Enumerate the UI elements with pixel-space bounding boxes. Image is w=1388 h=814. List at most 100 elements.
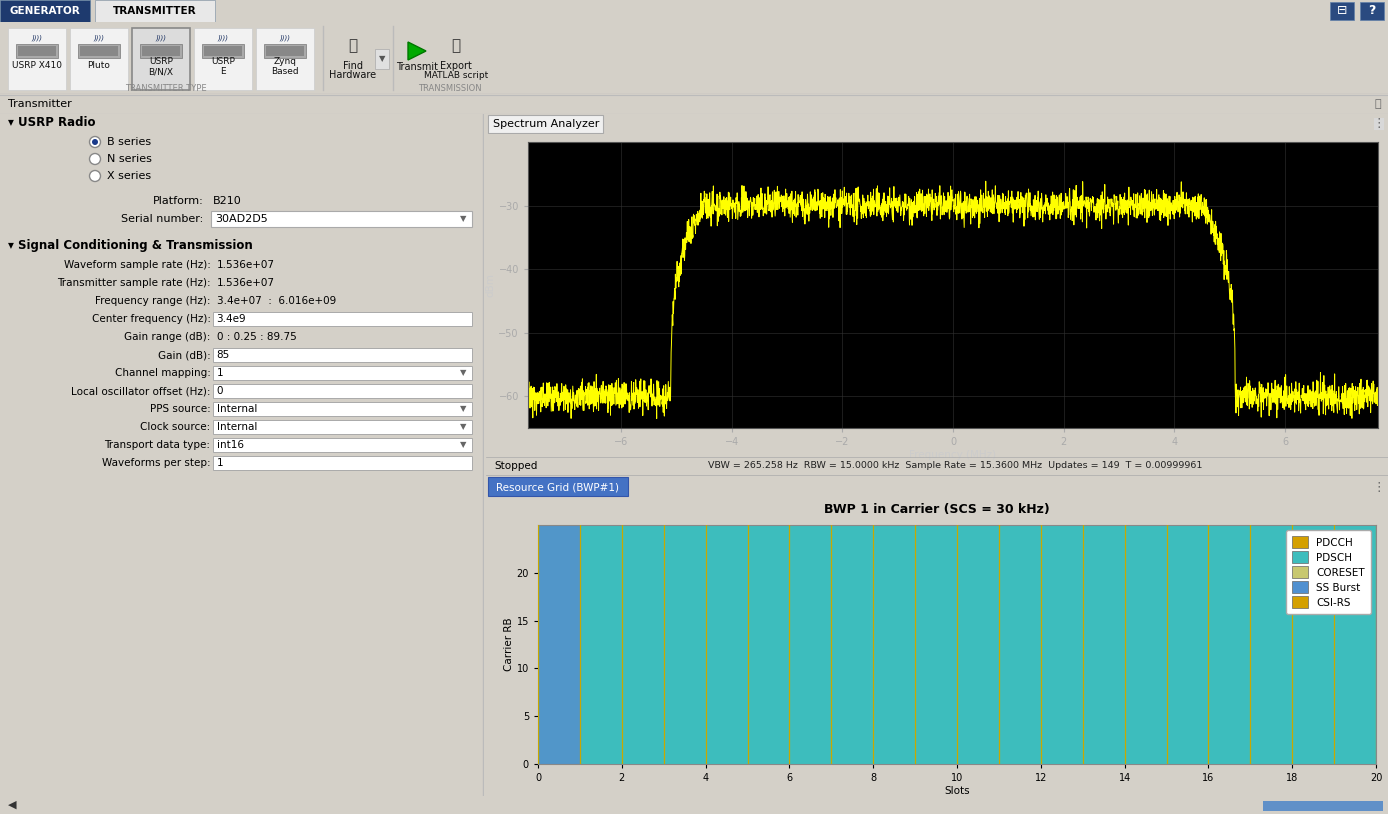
Text: ▼: ▼ — [459, 422, 466, 431]
Bar — [212, 456, 472, 470]
Text: Export: Export — [440, 61, 472, 71]
Bar — [81, 46, 118, 56]
Text: B210: B210 — [212, 196, 242, 206]
Text: ⋮: ⋮ — [1373, 117, 1385, 130]
Bar — [489, 115, 602, 133]
Y-axis label: Carrier RB: Carrier RB — [504, 618, 514, 672]
Text: Waveform sample rate (Hz):: Waveform sample rate (Hz): — [64, 260, 211, 270]
Text: Center frequency (Hz):: Center frequency (Hz): — [92, 314, 211, 324]
Text: E: E — [221, 68, 226, 77]
Text: Internal: Internal — [217, 422, 257, 432]
Text: )))): )))) — [218, 35, 229, 42]
Text: ▾ Signal Conditioning & Transmission: ▾ Signal Conditioning & Transmission — [8, 239, 253, 252]
Text: )))): )))) — [155, 35, 167, 42]
Text: ▾ USRP Radio: ▾ USRP Radio — [8, 116, 96, 129]
Text: Find: Find — [343, 61, 364, 71]
Text: 🔍: 🔍 — [348, 38, 358, 54]
Legend: PDCCH, PDSCH, CORESET, SS Burst, CSI-RS: PDCCH, PDSCH, CORESET, SS Burst, CSI-RS — [1285, 530, 1371, 614]
Text: ⊟: ⊟ — [1337, 5, 1348, 17]
Text: )))): )))) — [279, 35, 290, 42]
Bar — [212, 384, 472, 398]
Bar — [212, 420, 472, 434]
Text: Serial number:: Serial number: — [121, 214, 203, 224]
Text: MATLAB script: MATLAB script — [423, 71, 489, 80]
Bar — [17, 44, 58, 58]
Text: USRP: USRP — [149, 58, 174, 67]
Text: ▼: ▼ — [379, 55, 386, 63]
Text: Waveforms per step:: Waveforms per step: — [101, 458, 211, 468]
Bar — [489, 477, 627, 496]
Polygon shape — [408, 42, 426, 60]
Text: Zynq: Zynq — [273, 58, 297, 67]
Bar — [203, 44, 244, 58]
Bar — [204, 46, 242, 56]
Text: Platform:: Platform: — [153, 196, 203, 206]
Text: 0 : 0.25 : 89.75: 0 : 0.25 : 89.75 — [217, 332, 296, 342]
Bar — [266, 46, 304, 56]
Bar — [18, 46, 56, 56]
Text: PPS source:: PPS source: — [150, 404, 211, 414]
Text: Resource Grid (BWP#1): Resource Grid (BWP#1) — [497, 482, 619, 492]
Text: )))): )))) — [32, 35, 43, 42]
Text: GENERATOR: GENERATOR — [10, 6, 81, 16]
Bar — [1374, 118, 1384, 130]
Text: Gain range (dB):: Gain range (dB): — [124, 332, 211, 342]
Bar — [1263, 801, 1382, 811]
Circle shape — [92, 139, 99, 145]
Bar — [211, 211, 472, 227]
Text: Spectrum Analyzer: Spectrum Analyzer — [493, 119, 600, 129]
Text: Internal: Internal — [217, 404, 257, 414]
Circle shape — [89, 170, 100, 182]
Text: ⋮: ⋮ — [1373, 480, 1385, 493]
Text: Clock source:: Clock source: — [140, 422, 211, 432]
Bar — [255, 28, 314, 90]
Text: 30AD2D5: 30AD2D5 — [215, 214, 268, 224]
Text: BWP 1 in Carrier (SCS = 30 kHz): BWP 1 in Carrier (SCS = 30 kHz) — [824, 502, 1049, 515]
Text: Gain (dB):: Gain (dB): — [158, 350, 211, 360]
Bar — [375, 49, 389, 69]
Text: int16: int16 — [217, 440, 243, 450]
Bar — [212, 402, 472, 416]
Bar — [132, 28, 190, 90]
Text: Hardware: Hardware — [329, 70, 376, 80]
Text: TRANSMITTER TYPE: TRANSMITTER TYPE — [125, 84, 207, 93]
Text: B series: B series — [107, 137, 151, 147]
Circle shape — [89, 137, 100, 147]
Text: 1.536e+07: 1.536e+07 — [217, 260, 275, 270]
Bar — [212, 366, 472, 380]
X-axis label: Frequency (MHz): Frequency (MHz) — [909, 450, 997, 460]
Text: 85: 85 — [217, 350, 230, 360]
Text: TRANSMISSION: TRANSMISSION — [418, 84, 482, 93]
Text: Local oscillator offset (Hz):: Local oscillator offset (Hz): — [71, 386, 211, 396]
Bar — [212, 438, 472, 452]
Bar — [264, 44, 305, 58]
Text: VBW = 265.258 Hz  RBW = 15.0000 kHz  Sample Rate = 15.3600 MHz  Updates = 149  T: VBW = 265.258 Hz RBW = 15.0000 kHz Sampl… — [708, 462, 1202, 470]
Bar — [0, 0, 90, 22]
Text: ▼: ▼ — [459, 405, 466, 414]
Text: B/N/X: B/N/X — [149, 68, 174, 77]
Bar — [69, 28, 128, 90]
Text: 0: 0 — [217, 386, 223, 396]
Bar — [212, 348, 472, 362]
Text: 1: 1 — [217, 368, 223, 378]
Bar — [140, 44, 182, 58]
Text: ▼: ▼ — [459, 369, 466, 378]
Bar — [194, 28, 253, 90]
Text: ◀: ◀ — [8, 800, 17, 810]
Text: X series: X series — [107, 171, 151, 181]
Text: Transmitter: Transmitter — [8, 99, 72, 109]
Text: 3.4e+07  :  6.016e+09: 3.4e+07 : 6.016e+09 — [217, 296, 336, 306]
Text: ⤢: ⤢ — [1374, 99, 1381, 109]
Text: )))): )))) — [93, 35, 104, 42]
Bar — [8, 28, 67, 90]
Text: Stopped: Stopped — [494, 461, 537, 471]
Text: ▼: ▼ — [459, 215, 466, 224]
Text: 1: 1 — [217, 458, 223, 468]
Text: Channel mapping:: Channel mapping: — [115, 368, 211, 378]
X-axis label: Slots: Slots — [944, 786, 970, 796]
Text: Pluto: Pluto — [87, 60, 111, 69]
Bar — [142, 46, 180, 56]
Text: Frequency range (Hz):: Frequency range (Hz): — [94, 296, 211, 306]
Y-axis label: dBm: dBm — [486, 273, 496, 297]
Text: N series: N series — [107, 154, 151, 164]
